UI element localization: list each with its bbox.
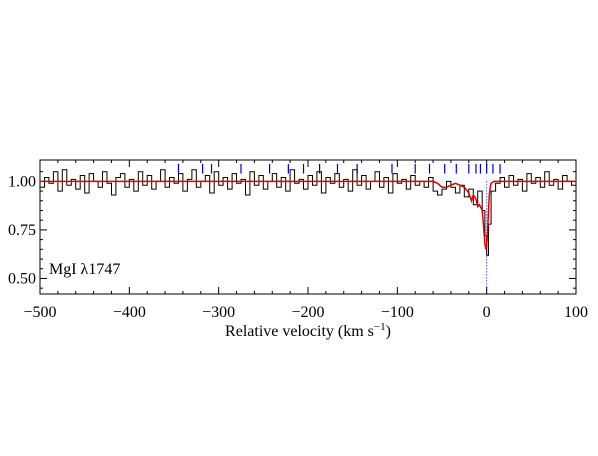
y-tick-labels: 0.50 0.75 1.00 [8, 173, 36, 287]
x-tick-label: −200 [291, 304, 324, 321]
y-tick-label: 0.50 [8, 270, 36, 287]
x-tick-label: −400 [113, 304, 146, 321]
x-axis-label: Relative velocity (km s−1) [225, 321, 391, 340]
x-axis-label-sup: −1 [374, 321, 386, 333]
line-annotation: MgI λ1747 [49, 261, 120, 278]
axis-ticks [39, 160, 577, 294]
x-tick-label: −500 [23, 304, 56, 321]
x-tick-label: 0 [483, 304, 491, 321]
x-axis-label-main: Relative velocity (km s [225, 323, 374, 340]
x-tick-label: 100 [564, 304, 588, 321]
x-tick-label: −300 [202, 304, 235, 321]
y-tick-label: 1.00 [8, 173, 36, 190]
series-data [40, 169, 577, 256]
x-axis-label-close: ) [386, 323, 391, 340]
x-tick-label: −100 [381, 304, 414, 321]
x-tick-labels: −500 −400 −300 −200 −100 0 100 [23, 304, 588, 321]
series-model [40, 180, 576, 250]
y-tick-label: 0.75 [8, 222, 36, 239]
component-markers [177, 163, 501, 174]
